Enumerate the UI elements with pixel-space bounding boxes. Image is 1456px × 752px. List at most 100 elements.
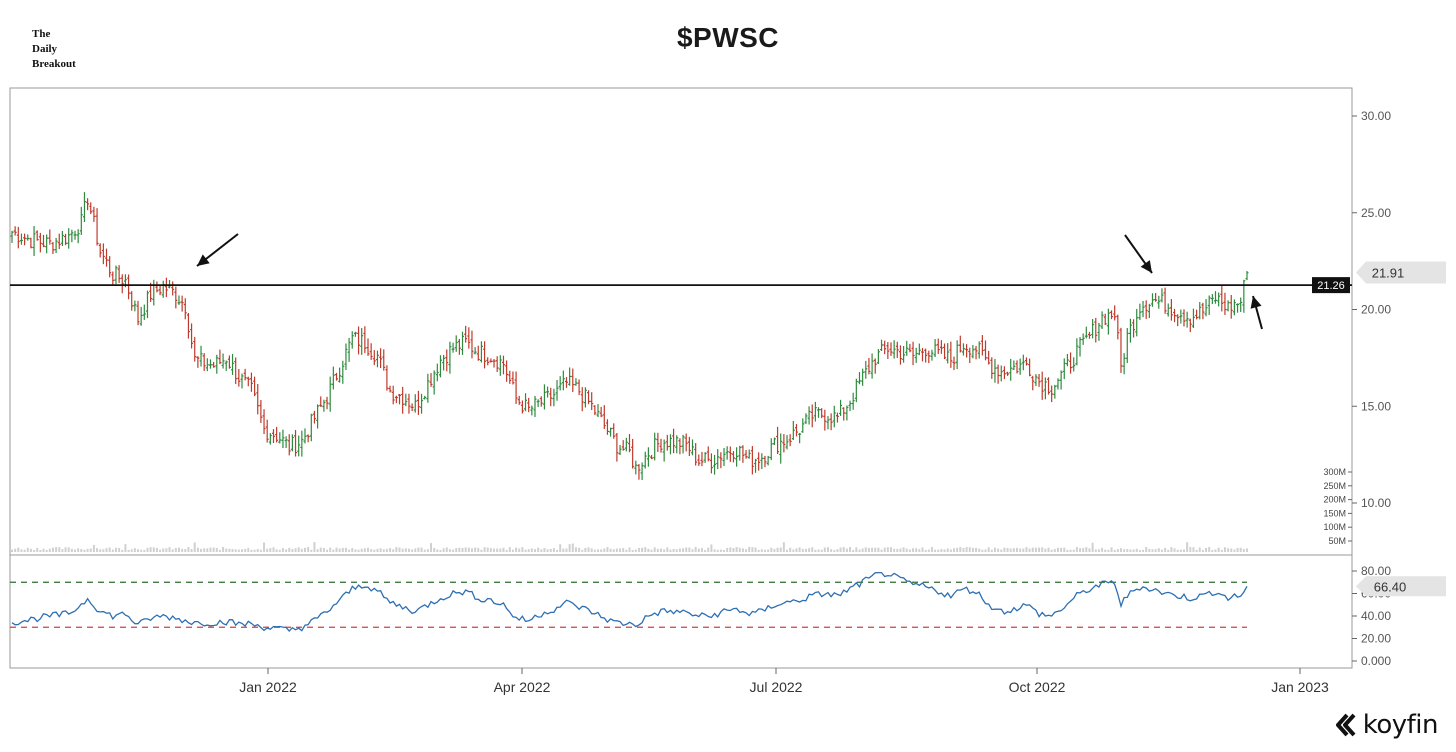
ohlc-bar: [489, 358, 493, 363]
ohlc-bar: [612, 423, 616, 439]
ohlc-bar: [1015, 360, 1019, 374]
volume-bar: [64, 547, 67, 552]
ohlc-bar: [1119, 327, 1123, 373]
volume-bar: [335, 547, 338, 552]
ohlc-bar: [886, 342, 890, 359]
ohlc-bar: [454, 335, 458, 352]
volume-bar: [162, 548, 165, 552]
ohlc-bar: [653, 432, 657, 461]
volume-bar: [511, 549, 514, 552]
ohlc-bar: [747, 449, 751, 459]
volume-bar: [470, 548, 473, 552]
ohlc-bar: [952, 356, 956, 371]
volume-bar: [587, 547, 590, 552]
volume-bar: [713, 549, 716, 552]
volume-bar: [606, 547, 609, 552]
volume-bar: [467, 547, 470, 552]
ohlc-bar: [1043, 377, 1047, 400]
volume-bar: [1151, 549, 1154, 552]
ohlc-bar: [1132, 319, 1136, 338]
ohlc-bar: [561, 370, 565, 391]
ohlc-bar: [268, 433, 272, 445]
volume-bar: [288, 547, 291, 552]
ohlc-bar: [95, 208, 99, 246]
ohlc-bar: [533, 395, 537, 417]
volume-bar: [912, 548, 915, 552]
ohlc-bar: [1154, 292, 1158, 302]
volume-bar: [341, 547, 344, 552]
volume-bar: [1041, 547, 1044, 552]
arrow-annotation-head: [1140, 260, 1152, 273]
volume-bar: [1075, 547, 1078, 552]
volume-bar: [1009, 548, 1012, 552]
ohlc-bar: [1122, 353, 1126, 375]
ohlc-bar: [120, 274, 124, 294]
volume-bar: [303, 547, 306, 552]
ohlc-bar: [331, 366, 335, 390]
ohlc-bar: [64, 233, 68, 246]
volume-bar: [946, 548, 949, 552]
volume-bar: [322, 548, 325, 552]
volume-bar: [1113, 549, 1116, 552]
volume-bar: [234, 549, 237, 552]
volume-bar: [1167, 549, 1170, 552]
volume-bar: [121, 549, 124, 552]
ohlc-bar: [451, 342, 455, 353]
ohlc-bar: [1018, 358, 1022, 375]
volume-bar: [124, 544, 127, 552]
ohlc-bar: [76, 229, 80, 244]
volume-bar: [773, 548, 776, 552]
ohlc-bar: [574, 378, 578, 386]
ohlc-bar: [993, 359, 997, 383]
volume-bar: [559, 544, 562, 552]
volume-bar: [1063, 547, 1066, 552]
volume-bar: [165, 548, 168, 552]
volume-bar: [114, 547, 117, 552]
ohlc-bar: [391, 385, 395, 405]
volume-bar: [861, 548, 864, 552]
volume-bar: [133, 548, 136, 552]
ohlc-bar: [530, 405, 534, 416]
volume-bar: [389, 548, 392, 552]
volume-bar: [628, 547, 631, 552]
volume-bar: [20, 549, 23, 552]
ohlc-bar: [662, 439, 666, 462]
ohlc-bar: [492, 359, 496, 368]
volume-bar: [291, 548, 294, 552]
ohlc-bar: [316, 404, 320, 429]
ohlc-bar: [347, 337, 351, 362]
ohlc-bar: [1160, 288, 1164, 303]
volume-bar: [650, 549, 653, 552]
ohlc-bar: [968, 347, 972, 364]
ohlc-bar: [722, 448, 726, 467]
volume-bar: [893, 548, 896, 552]
ohlc-bar: [605, 419, 609, 435]
ohlc-bar: [13, 226, 17, 236]
ohlc-bar: [580, 387, 584, 412]
volume-bar: [1192, 547, 1195, 552]
volume-bar: [1157, 548, 1160, 552]
volume-bar: [489, 548, 492, 552]
volume-bar: [732, 547, 735, 552]
ohlc-bar: [826, 416, 830, 430]
volume-bar: [174, 547, 177, 552]
volume-bar: [477, 547, 480, 552]
volume-bar: [486, 547, 489, 552]
volume-tick-label: 200M: [1323, 495, 1346, 505]
volume-bar: [231, 548, 234, 552]
ohlc-bar: [713, 454, 717, 475]
volume-bar: [669, 549, 672, 552]
ohlc-bar: [1128, 318, 1132, 343]
ohlc-bar: [231, 354, 235, 375]
ohlc-bar: [1245, 271, 1249, 281]
volume-bar: [448, 549, 451, 552]
ohlc-bar: [227, 355, 231, 369]
ohlc-bar: [854, 378, 858, 403]
volume-bar: [458, 547, 461, 552]
volume-bar: [549, 548, 552, 552]
ohlc-bar: [111, 271, 115, 286]
ohlc-bar: [914, 347, 918, 363]
ohlc-bar: [583, 387, 587, 408]
ohlc-bar: [164, 277, 168, 298]
